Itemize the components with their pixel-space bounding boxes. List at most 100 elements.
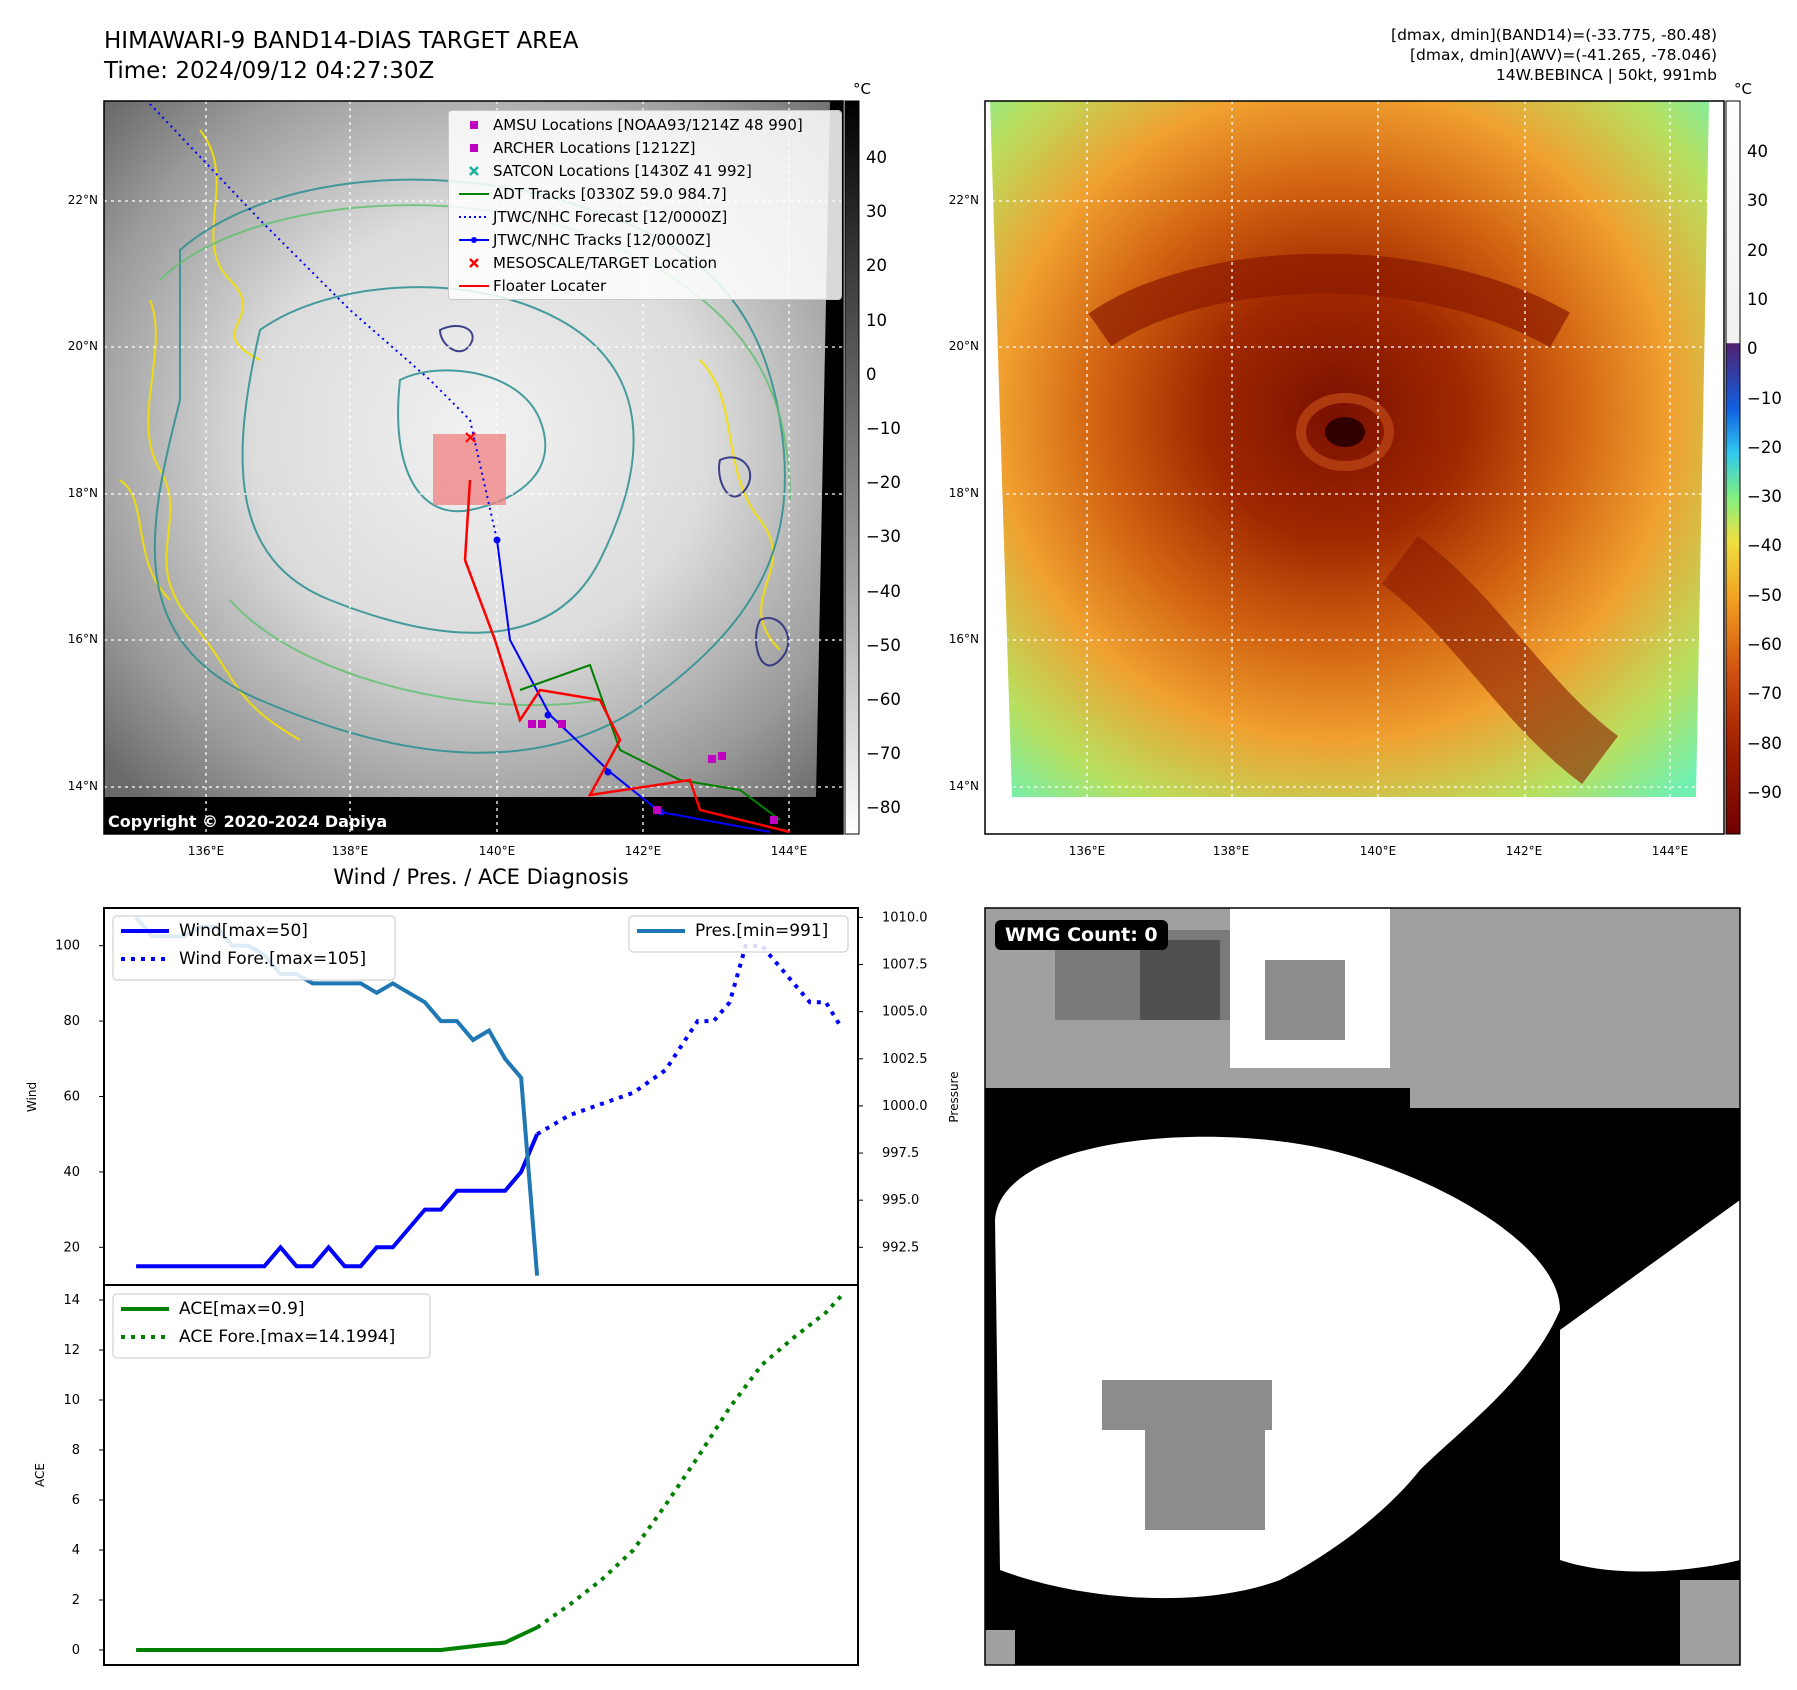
- wmg-count-badge: WMG Count: 0: [995, 920, 1168, 950]
- info-line-2: [dmax, dmin](AWV)=(-41.265, -78.046): [1410, 46, 1717, 64]
- legend-label: Floater Locater: [493, 276, 607, 295]
- legend-label: ADT Tracks [0330Z 59.0 984.7]: [493, 184, 727, 203]
- legend-item: ARCHER Locations [1212Z]: [455, 136, 835, 159]
- series-line: [136, 1625, 538, 1652]
- legend-item: ADT Tracks [0330Z 59.0 984.7]: [455, 182, 835, 205]
- legend-label: Wind Fore.[max=105]: [179, 949, 366, 969]
- series-line: [136, 1133, 539, 1269]
- pressure-axis-label: Pressure: [947, 1071, 961, 1122]
- legend-label: MESOSCALE/TARGET Location: [493, 253, 718, 272]
- colorbar-tick: −30: [866, 527, 901, 547]
- pressure-tick-label: 1010.0: [882, 910, 928, 925]
- pressure-tick-label: 992.5: [882, 1240, 919, 1255]
- jtwc-forecast-track: [149, 103, 498, 541]
- legend-item: SATCON Locations [1430Z 41 992]: [455, 159, 835, 182]
- figure-info: [dmax, dmin](BAND14)=(-33.775, -80.48) […: [1391, 25, 1717, 85]
- legend-item: Floater Locater: [455, 274, 835, 297]
- colorbar-unit: °C: [1734, 80, 1752, 98]
- ace-tick-label: 0: [72, 1643, 80, 1658]
- series-line: [536, 943, 844, 1136]
- colorbar-tick: −80: [866, 798, 901, 818]
- lon-tick-label: 144°E: [770, 844, 808, 858]
- lat-tick-label: 20°N: [67, 339, 98, 353]
- lon-tick-label: 142°E: [1505, 844, 1543, 858]
- lon-tick-label: 140°E: [1359, 844, 1397, 858]
- legend-item: JTWC/NHC Forecast [12/0000Z]: [455, 205, 835, 228]
- colorbar-tick: −60: [866, 690, 901, 709]
- title-line-2: Time: 2024/09/12 04:27:30Z: [104, 58, 435, 84]
- colorbar-tick: −80: [1747, 733, 1782, 753]
- colorbar-tick: 20: [866, 256, 887, 276]
- colorbar-tick: −70: [1747, 684, 1782, 704]
- pressure-tick-label: 1000.0: [882, 1099, 928, 1114]
- legend-item: AMSU Locations [NOAA93/1214Z 48 990]: [455, 113, 835, 136]
- colorbar-tick: 0: [1747, 339, 1758, 359]
- jtwc-track: [496, 539, 771, 833]
- pressure-tick-label: 997.5: [882, 1146, 919, 1161]
- ace-tick-label: 14: [63, 1293, 80, 1308]
- ace-tick-label: 10: [63, 1393, 80, 1408]
- amsu-markers: [528, 720, 778, 824]
- pressure-tick-label: 995.0: [882, 1193, 919, 1208]
- colorbar-tick: 40: [866, 148, 887, 167]
- legend-symbol: [455, 280, 493, 292]
- title-line-1: HIMAWARI-9 BAND14-DIAS TARGET AREA: [104, 28, 579, 54]
- lon-tick-label: 144°E: [1651, 844, 1689, 858]
- pressure-tick-label: 1007.5: [882, 958, 928, 973]
- lat-tick-label: 14°N: [67, 779, 98, 793]
- chart-legend: [112, 915, 396, 981]
- ace-tick-label: 6: [72, 1493, 80, 1508]
- info-line-1: [dmax, dmin](BAND14)=(-33.775, -80.48): [1391, 26, 1717, 44]
- lon-tick-label: 136°E: [187, 844, 225, 858]
- colorbar-color: [1725, 100, 1741, 835]
- colorbar-tick: −20: [866, 473, 901, 493]
- legend-symbol: [455, 211, 493, 223]
- ace-tick-label: 4: [72, 1543, 80, 1558]
- floater-track: [463, 479, 791, 834]
- lat-tick-label: 18°N: [67, 486, 98, 500]
- legend-label: JTWC/NHC Tracks [12/0000Z]: [493, 230, 711, 249]
- colorbar-tick: −30: [1747, 487, 1782, 507]
- legend-label: AMSU Locations [NOAA93/1214Z 48 990]: [493, 115, 803, 134]
- legend-symbol: [455, 234, 493, 246]
- ace-axes: [103, 1284, 859, 1666]
- map2-gridlines: [985, 101, 1724, 834]
- info-line-3: 14W.BEBINCA | 50kt, 991mb: [1495, 66, 1717, 84]
- lon-tick-label: 140°E: [478, 844, 516, 858]
- legend-label: SATCON Locations [1430Z 41 992]: [493, 161, 752, 180]
- legend-label: ARCHER Locations [1212Z]: [493, 138, 696, 157]
- chart-legend: [628, 915, 849, 953]
- legend-item: JTWC/NHC Tracks [12/0000Z]: [455, 228, 835, 251]
- map-legend: AMSU Locations [NOAA93/1214Z 48 990] ARCH…: [448, 110, 842, 300]
- lon-tick-label: 138°E: [331, 844, 369, 858]
- legend-label: Wind[max=50]: [179, 921, 308, 941]
- lon-tick-label: 138°E: [1212, 844, 1250, 858]
- lat-tick-label: 16°N: [948, 632, 979, 646]
- wmg-panel: [985, 908, 1740, 1665]
- chart-legend: [112, 1293, 431, 1359]
- colorbar-tick: −40: [1747, 536, 1782, 556]
- series-line: [535, 1293, 844, 1630]
- wind-tick-label: 40: [63, 1165, 80, 1180]
- colorbar-tick: 10: [1747, 289, 1768, 309]
- colorbar-tick: −10: [866, 419, 901, 438]
- colorbar-tick: 20: [1747, 240, 1768, 260]
- legend-label: ACE Fore.[max=14.1994]: [179, 1327, 395, 1347]
- ace-axis-label: ACE: [33, 1463, 47, 1487]
- lat-tick-label: 16°N: [67, 632, 98, 646]
- colorbar-tick: −50: [1747, 585, 1782, 605]
- lon-tick-label: 142°E: [624, 844, 662, 858]
- legend-label: ACE[max=0.9]: [179, 1299, 305, 1319]
- wind-tick-label: 60: [63, 1090, 80, 1105]
- colorbar-tick: −50: [866, 635, 901, 655]
- legend-symbol: [455, 119, 493, 131]
- lon-tick-label: 136°E: [1068, 844, 1106, 858]
- colorbar-tick: −20: [1747, 437, 1782, 457]
- colorbar-tick: 30: [1747, 191, 1768, 211]
- lat-tick-label: 18°N: [948, 486, 979, 500]
- ace-tick-label: 8: [72, 1443, 80, 1458]
- lat-tick-label: 22°N: [67, 193, 98, 207]
- colorbar-tick: 10: [866, 310, 887, 330]
- colorbar-tick: −10: [1747, 388, 1782, 408]
